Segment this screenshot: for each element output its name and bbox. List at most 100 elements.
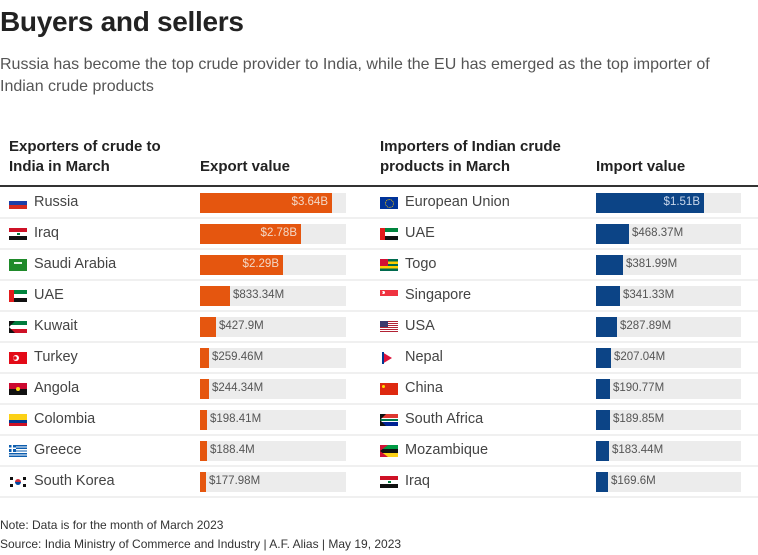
flag-south-korea-detail (10, 484, 13, 487)
importer-row: USA $287.89M (372, 312, 758, 343)
importer-row: European Union $1.51B (372, 188, 758, 219)
chart-subtitle: Russia has become the top crude provider… (0, 56, 710, 95)
exporter-bar (200, 348, 209, 368)
importer-bar (596, 224, 629, 244)
flag-south-korea-detail (15, 479, 21, 485)
importer-bar-track: $381.99M (596, 255, 741, 275)
exporter-country-name: Kuwait (34, 318, 78, 334)
flag-south-africa-icon (380, 414, 398, 426)
importers-country-header: Importers of Indian crude products in Ma… (380, 138, 561, 175)
exporter-bar-track: $2.78B (200, 224, 346, 244)
exporter-value-label: $188.4M (210, 444, 255, 456)
footnote: Note: Data is for the month of March 202… (0, 518, 224, 532)
importer-bar (596, 441, 609, 461)
flag-saudi-arabia-icon (9, 259, 27, 271)
exporter-country-name: Greece (34, 442, 82, 458)
importer-bar-track: $207.04M (596, 348, 741, 368)
row-separator (0, 248, 380, 250)
importer-value-label: $287.89M (620, 320, 672, 332)
export-value-header: Export value (200, 158, 291, 175)
exporter-value-label: $2.29B (242, 258, 279, 270)
importer-bar-track: $287.89M (596, 317, 741, 337)
exporter-value-label: $177.98M (209, 475, 261, 487)
row-separator (372, 465, 758, 467)
importer-value-label: $169.6M (611, 475, 656, 487)
exporter-country-name: Colombia (34, 411, 96, 427)
flag-iraq-detail (388, 481, 391, 483)
importer-bar-track: $190.77M (596, 379, 741, 399)
exporter-row: South Korea $177.98M (0, 467, 380, 498)
exporter-row: UAE $833.34M (0, 281, 380, 312)
flag-togo-detail (380, 259, 388, 266)
importer-bar-track: $468.37M (596, 224, 741, 244)
importer-country-name: Singapore (405, 287, 472, 303)
importer-value-label: $341.33M (623, 289, 675, 301)
flag-iraq-icon (9, 228, 27, 240)
row-separator (0, 341, 380, 343)
exporter-value-label: $3.64B (291, 196, 328, 208)
flag-usa-icon (380, 321, 398, 333)
flag-eu-icon (380, 197, 398, 209)
flag-nepal-detail (382, 352, 392, 364)
row-separator (372, 217, 758, 219)
exporter-bar (200, 379, 209, 399)
importer-row: Togo $381.99M (372, 250, 758, 281)
importer-value-label: $207.04M (614, 351, 666, 363)
exporter-row: Iraq $2.78B (0, 219, 380, 250)
exporters-country-header: Exporters of crude to India in March (9, 138, 161, 175)
row-separator (372, 372, 758, 374)
import-value-header: Import value (596, 158, 686, 175)
flag-turkey-icon (9, 352, 27, 364)
exporter-row: Greece $188.4M (0, 436, 380, 467)
exporter-value-label: $198.41M (210, 413, 262, 425)
importer-row: Nepal $207.04M (372, 343, 758, 374)
flag-south-korea-detail (23, 484, 26, 487)
importer-bar (596, 379, 610, 399)
importer-bar-track: $189.85M (596, 410, 741, 430)
exporter-bar (200, 472, 206, 492)
row-separator (0, 372, 380, 374)
importer-row: China $190.77M (372, 374, 758, 405)
importer-country-name: UAE (405, 225, 435, 241)
importer-country-name: Nepal (405, 349, 443, 365)
importer-row: Iraq $169.6M (372, 467, 758, 498)
flag-nepal-icon (380, 352, 398, 364)
exporter-row: Colombia $198.41M (0, 405, 380, 436)
source-line: Source: India Ministry of Commerce and I… (0, 537, 402, 551)
flag-singapore-detail (382, 291, 385, 294)
flag-kuwait-detail (9, 321, 15, 333)
row-separator (372, 403, 758, 405)
exporter-row: Turkey $259.46M (0, 343, 380, 374)
exporter-bar-track: $833.34M (200, 286, 346, 306)
importer-row: UAE $468.37M (372, 219, 758, 250)
exporter-bar-track: $259.46M (200, 348, 346, 368)
row-separator (0, 217, 380, 219)
exporter-bar-track: $427.9M (200, 317, 346, 337)
importer-row: Singapore $341.33M (372, 281, 758, 312)
flag-greece-icon (9, 445, 27, 457)
flag-angola-detail (16, 387, 20, 391)
row-separator (0, 310, 380, 312)
exporter-row: Russia $3.64B (0, 188, 380, 219)
row-separator (372, 248, 758, 250)
row-separator (372, 341, 758, 343)
importer-country-name: South Africa (405, 411, 484, 427)
exporter-bar-track: $2.29B (200, 255, 346, 275)
flag-turkey-detail (13, 355, 19, 361)
flag-russia-icon (9, 197, 27, 209)
exporter-bar (200, 224, 301, 244)
exporter-bar-track: $177.98M (200, 472, 346, 492)
exporter-value-label: $833.34M (233, 289, 285, 301)
row-separator (0, 279, 380, 281)
flag-greece-detail (9, 445, 16, 452)
flag-south-korea-detail (10, 477, 13, 480)
exporter-bar-track: $188.4M (200, 441, 346, 461)
flag-iraq-icon (380, 476, 398, 488)
flag-eu-detail (385, 199, 394, 208)
importer-value-label: $468.37M (632, 227, 684, 239)
importer-country-name: Iraq (405, 473, 430, 489)
flag-china-icon (380, 383, 398, 395)
exporter-value-label: $2.78B (260, 227, 297, 239)
flag-mozambique-detail (380, 445, 388, 457)
exporter-country-name: Saudi Arabia (34, 256, 117, 272)
